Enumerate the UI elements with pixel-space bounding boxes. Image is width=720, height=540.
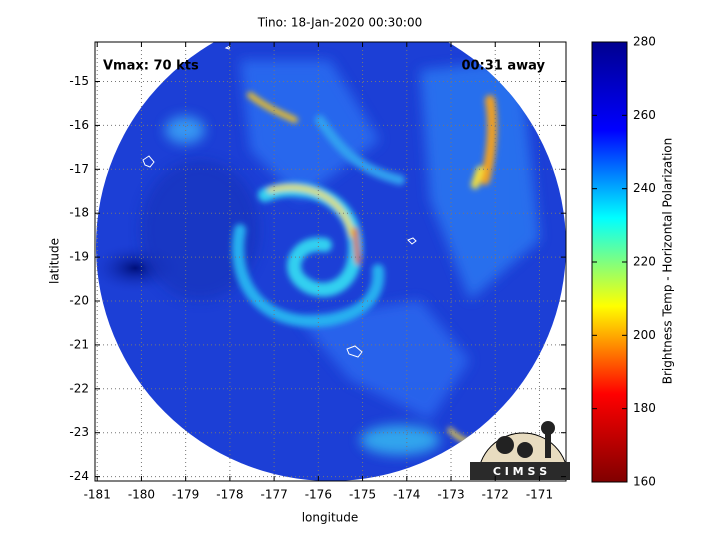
colorbar-tick-label: 160 xyxy=(633,475,656,489)
annotation: 00:31 away xyxy=(461,59,545,74)
y-tick-label: -21 xyxy=(69,337,89,351)
colorbar-label: Brightness Temp - Horizontal Polarizatio… xyxy=(661,138,675,385)
x-tick-label: -177 xyxy=(260,488,287,502)
colorbar-tick-label: 220 xyxy=(633,255,656,269)
x-tick-label: -179 xyxy=(172,488,199,502)
x-tick-label: -178 xyxy=(216,488,243,502)
x-tick-label: -176 xyxy=(305,488,332,502)
colorbar-tick-label: 200 xyxy=(633,328,656,342)
y-tick-label: -18 xyxy=(69,206,89,220)
colorbar-tick-label: 180 xyxy=(633,401,656,415)
y-tick-label: -22 xyxy=(69,381,89,395)
x-tick-label: -175 xyxy=(349,488,376,502)
y-tick-label: -23 xyxy=(69,425,89,439)
x-tick-label: -180 xyxy=(128,488,155,502)
x-tick-label: -172 xyxy=(482,488,509,502)
y-axis-label: latitude xyxy=(48,238,62,284)
x-tick-label: -173 xyxy=(437,488,464,502)
satellite-image xyxy=(96,42,566,481)
annotation: Vmax: 70 kts xyxy=(103,59,199,74)
logo-text: C I M S S xyxy=(493,465,547,478)
y-tick-label: -19 xyxy=(69,250,89,264)
logo: C I M S S xyxy=(470,421,570,480)
x-tick-label: -171 xyxy=(526,488,553,502)
y-tick-label: -16 xyxy=(69,118,89,132)
y-tick-label: -24 xyxy=(69,469,89,483)
x-tick-label: -181 xyxy=(84,488,111,502)
plot-frame xyxy=(94,41,567,482)
x-tick-label: -174 xyxy=(393,488,420,502)
y-tick-label: -15 xyxy=(69,74,89,88)
colorbar-tick-label: 280 xyxy=(633,35,656,49)
chart-title: Tino: 18-Jan-2020 00:30:00 xyxy=(257,16,422,30)
colorbar-tick-label: 240 xyxy=(633,181,656,195)
y-tick-label: -20 xyxy=(69,294,89,308)
y-tick-label: -17 xyxy=(69,162,89,176)
colorbar-tick-label: 260 xyxy=(633,108,656,122)
x-axis-label: longitude xyxy=(302,511,359,525)
colorbar xyxy=(591,41,628,483)
